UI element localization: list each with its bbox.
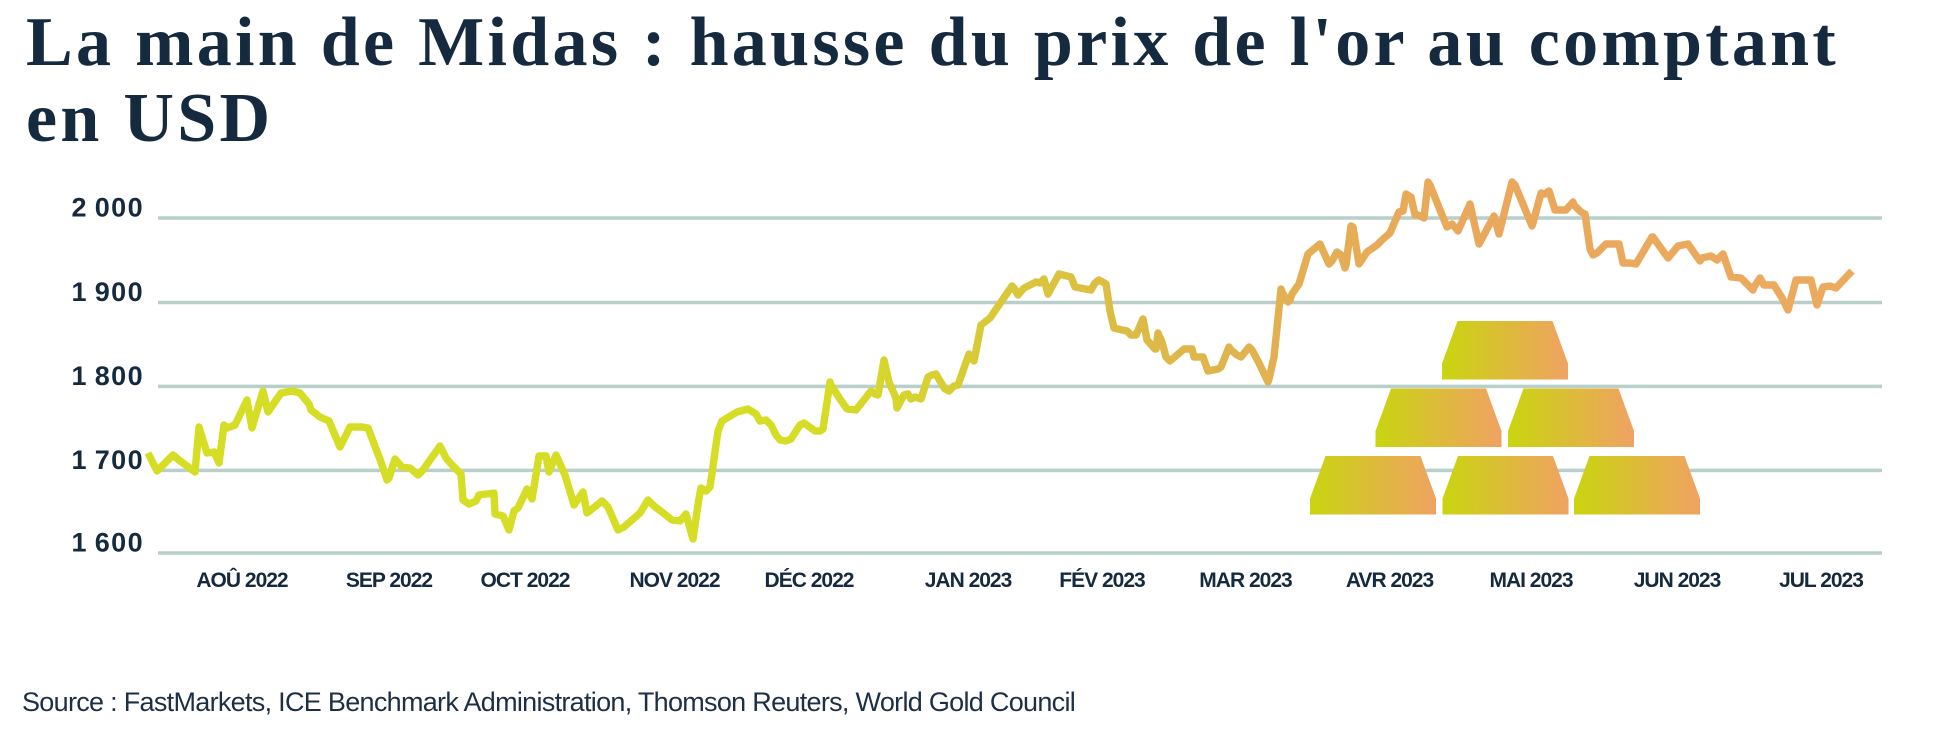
svg-text:1 600: 1 600 [72,528,144,558]
svg-text:1 800: 1 800 [72,361,144,391]
svg-text:MAR 2023: MAR 2023 [1199,569,1292,592]
svg-text:OCT 2022: OCT 2022 [481,569,570,592]
svg-text:2 000: 2 000 [72,193,144,223]
svg-text:AOÛ 2022: AOÛ 2022 [196,568,288,592]
svg-text:FÉV 2023: FÉV 2023 [1059,569,1145,592]
svg-text:JUL 2023: JUL 2023 [1779,569,1863,592]
svg-text:MAI 2023: MAI 2023 [1489,569,1572,592]
svg-text:NOV 2022: NOV 2022 [629,569,719,592]
svg-text:SEP 2022: SEP 2022 [346,569,433,592]
svg-text:JUN 2023: JUN 2023 [1634,569,1721,592]
svg-text:1 900: 1 900 [72,277,144,307]
svg-text:JAN 2023: JAN 2023 [925,569,1012,592]
svg-text:1 700: 1 700 [72,445,144,475]
svg-text:DÉC 2022: DÉC 2022 [765,569,854,592]
svg-text:AVR 2023: AVR 2023 [1346,569,1434,592]
